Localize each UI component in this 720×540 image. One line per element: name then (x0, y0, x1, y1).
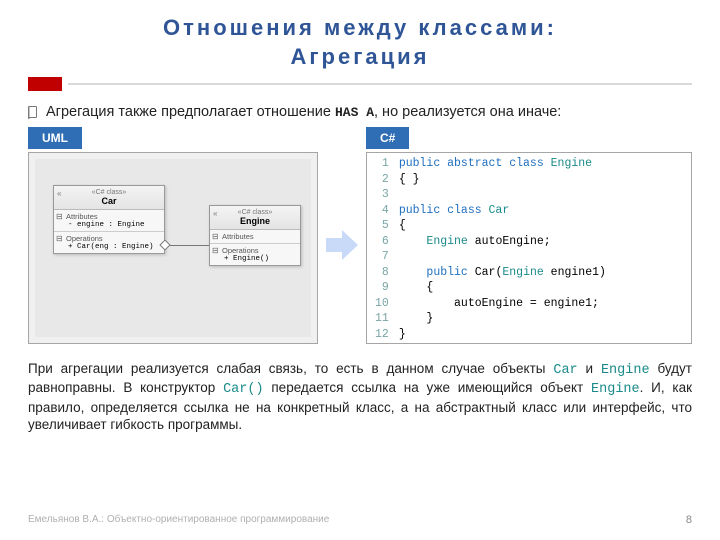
accent-block (28, 77, 62, 91)
intro-text: Агрегация также предполагает отношение H… (28, 103, 692, 122)
intro-pre: Агрегация также предполагает отношение (46, 104, 335, 120)
intro-mono: HAS A (335, 105, 374, 120)
line-number: 5 (375, 218, 389, 234)
title-line-1: Отношения между классами: (163, 15, 557, 40)
uml-wrap: UML « «C# class» Car ⊟ Attributes - engi… (28, 128, 318, 344)
explain-text: передается ссылка на уже имеющийся объек… (264, 380, 591, 395)
uml-engine-op-section: ⊟ Operations + Engine() (210, 244, 300, 265)
arrow-wrap (326, 228, 358, 262)
uml-car-attr1: - engine : Engine (66, 221, 160, 229)
line-number: 9 (375, 280, 389, 296)
code-body: public abstract class Engine { } public … (395, 153, 610, 343)
code-line: } (399, 328, 406, 341)
uml-car-op-title: Operations (66, 234, 160, 243)
code-line: { } (399, 173, 420, 186)
collapse-icon: ⊟ (56, 234, 63, 243)
code-line (399, 235, 427, 248)
panels-row: UML « «C# class» Car ⊟ Attributes - engi… (28, 128, 692, 344)
inline-code: Car() (223, 382, 264, 397)
uml-aggregation-line (165, 245, 209, 246)
line-number: 7 (375, 249, 389, 265)
code-line: } (399, 312, 434, 325)
explain-text: При агрегации реализуется слабая связь, … (28, 361, 553, 376)
arrow-right-icon (326, 228, 358, 262)
collapse-icon: ⊟ (212, 246, 219, 255)
uml-tab: UML (28, 127, 82, 149)
kw: public (399, 266, 475, 279)
page-number: 8 (686, 514, 692, 526)
line-number: 1 (375, 156, 389, 172)
title-accent (28, 77, 692, 91)
kw: public class (399, 204, 489, 217)
footer: Емельянов В.А.: Объектно-ориентированное… (28, 514, 692, 526)
uml-class-car: « «C# class» Car ⊟ Attributes - engine :… (53, 185, 165, 254)
line-number: 8 (375, 265, 389, 281)
code-line: Car (475, 266, 496, 279)
line-number: 3 (375, 187, 389, 203)
chevron-icon: « (213, 209, 217, 218)
typ: Engine (426, 235, 467, 248)
uml-engine-op1: + Engine() (222, 255, 296, 263)
uml-engine-attr-title: Attributes (222, 232, 296, 241)
uml-canvas: « «C# class» Car ⊟ Attributes - engine :… (35, 159, 311, 337)
kw: public abstract class (399, 157, 551, 170)
uml-engine-attr-section: ⊟ Attributes (210, 230, 300, 244)
slide-title: Отношения между классами: Агрегация (28, 0, 692, 71)
uml-engine-name: Engine (214, 216, 296, 226)
explain-text: и (578, 361, 601, 376)
code-line: { (399, 219, 406, 232)
code-line: engine1) (544, 266, 606, 279)
line-number: 11 (375, 311, 389, 327)
uml-car-attr-section: ⊟ Attributes - engine : Engine (54, 210, 164, 232)
code-line: autoEngine; (468, 235, 551, 248)
code-line: { (399, 281, 434, 294)
typ: Engine (551, 157, 592, 170)
typ: Engine (502, 266, 543, 279)
line-number: 2 (375, 172, 389, 188)
typ: Car (489, 204, 510, 217)
uml-panel: « «C# class» Car ⊟ Attributes - engine :… (28, 152, 318, 344)
code-wrap: C# 1 2 3 4 5 6 7 8 9 10 11 12 public abs… (366, 128, 692, 344)
uml-car-op1: + Car(eng : Engine) (66, 243, 160, 251)
code-gutter: 1 2 3 4 5 6 7 8 9 10 11 12 (367, 153, 395, 343)
inline-code: Engine (601, 363, 650, 378)
inline-code: Car (553, 363, 577, 378)
collapse-icon: ⊟ (56, 212, 63, 221)
code-panel: 1 2 3 4 5 6 7 8 9 10 11 12 public abstra… (366, 152, 692, 344)
uml-engine-header: « «C# class» Engine (210, 206, 300, 230)
chevron-icon: « (57, 189, 61, 198)
uml-car-stereo: «C# class» (58, 189, 160, 196)
code-line: autoEngine = engine1; (399, 297, 599, 310)
divider-line (68, 83, 692, 85)
footer-author: Емельянов В.А.: Объектно-ориентированное… (28, 514, 329, 526)
line-number: 4 (375, 203, 389, 219)
uml-car-attr-title: Attributes (66, 212, 160, 221)
explanation: При агрегации реализуется слабая связь, … (28, 360, 692, 433)
line-number: 12 (375, 327, 389, 343)
uml-car-header: « «C# class» Car (54, 186, 164, 210)
uml-car-op-section: ⊟ Operations + Car(eng : Engine) (54, 232, 164, 253)
intro-post: , но реализуется она иначе: (374, 104, 561, 120)
line-number: 6 (375, 234, 389, 250)
uml-engine-stereo: «C# class» (214, 209, 296, 216)
inline-code: Engine (591, 382, 640, 397)
uml-class-engine: « «C# class» Engine ⊟ Attributes ⊟ Opera… (209, 205, 301, 266)
line-number: 10 (375, 296, 389, 312)
uml-car-name: Car (58, 196, 160, 206)
uml-engine-op-title: Operations (222, 246, 296, 255)
title-line-2: Агрегация (290, 44, 429, 69)
collapse-icon: ⊟ (212, 232, 219, 241)
cs-tab: C# (366, 127, 409, 149)
bullet-icon (28, 106, 37, 118)
